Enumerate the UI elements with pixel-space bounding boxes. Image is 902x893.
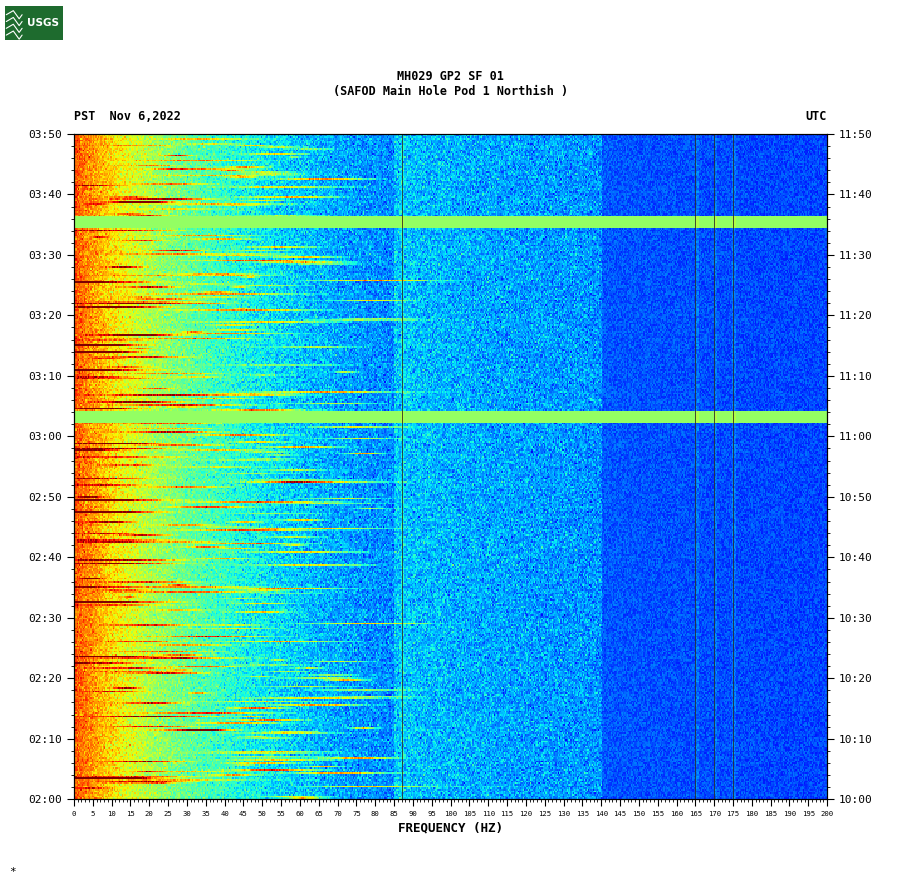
- X-axis label: FREQUENCY (HZ): FREQUENCY (HZ): [398, 822, 503, 834]
- Text: PST  Nov 6,2022: PST Nov 6,2022: [74, 110, 180, 123]
- Text: UTC: UTC: [805, 110, 827, 123]
- Text: USGS: USGS: [27, 18, 59, 29]
- Title: MH029 GP2 SF 01
(SAFOD Main Hole Pod 1 Northish ): MH029 GP2 SF 01 (SAFOD Main Hole Pod 1 N…: [333, 70, 568, 98]
- Text: *: *: [9, 867, 15, 877]
